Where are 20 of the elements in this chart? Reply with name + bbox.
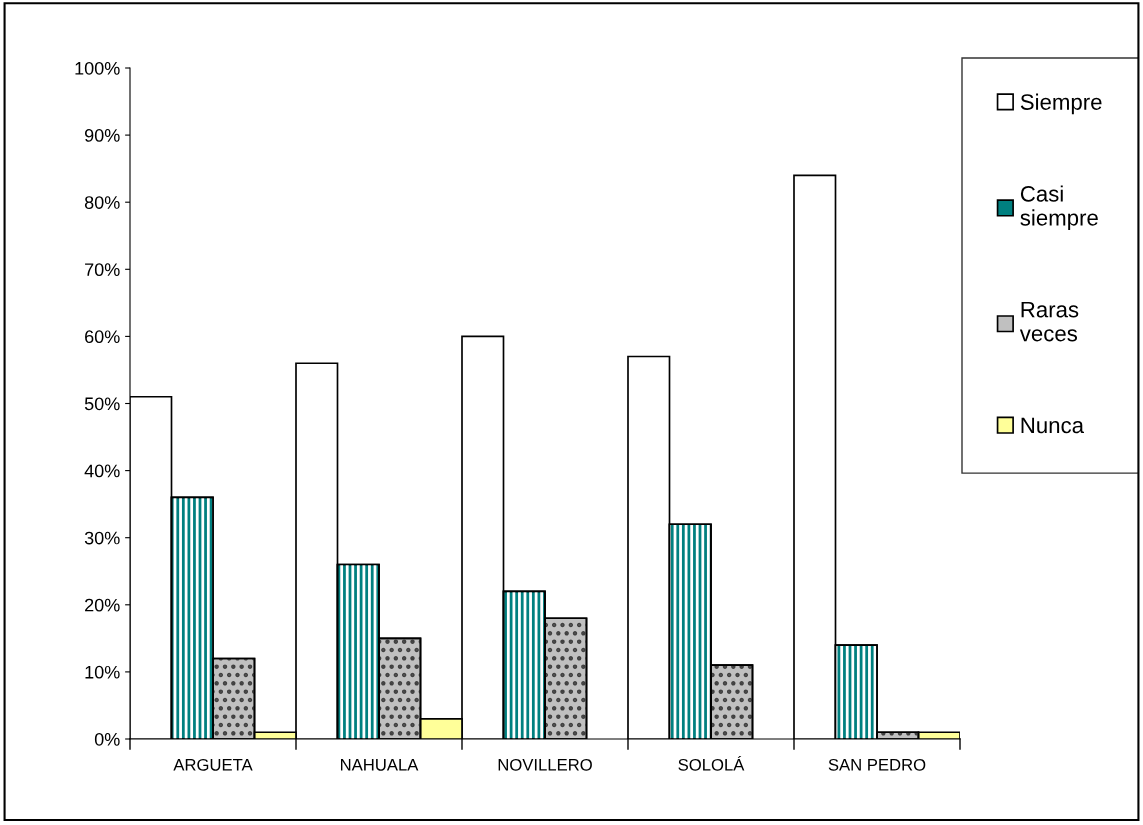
legend-label: Siempre	[1020, 93, 1102, 115]
y-tick-label: 70%	[85, 263, 120, 277]
x-tick-label: ARGUETA	[173, 758, 253, 771]
y-tick-label: 80%	[84, 196, 120, 209]
y-tick-label: 50%	[84, 397, 120, 411]
x-tick-label: SAN PEDRO	[828, 758, 926, 771]
y-tick-label: 60%	[85, 330, 120, 344]
legend-label: Casi siempre	[1020, 185, 1098, 231]
y-tick-label: 10%	[85, 665, 120, 679]
y-tick-label: 20%	[85, 598, 120, 612]
y-tick-label: 0%	[94, 732, 120, 746]
y-tick-label: 90%	[84, 129, 120, 142]
y-tick-label: 40%	[84, 464, 120, 478]
x-tick-label: SOLOLÁ	[678, 756, 745, 771]
x-tick-label: NOVILLERO	[498, 758, 592, 771]
legend-label: Raras veces	[1019, 301, 1079, 342]
y-tick-label: 30%	[84, 531, 120, 545]
legend-label: Nunca	[1021, 417, 1085, 434]
x-tick-label: NAHUALA	[341, 759, 419, 771]
y-tick-label: 100%	[75, 61, 120, 75]
